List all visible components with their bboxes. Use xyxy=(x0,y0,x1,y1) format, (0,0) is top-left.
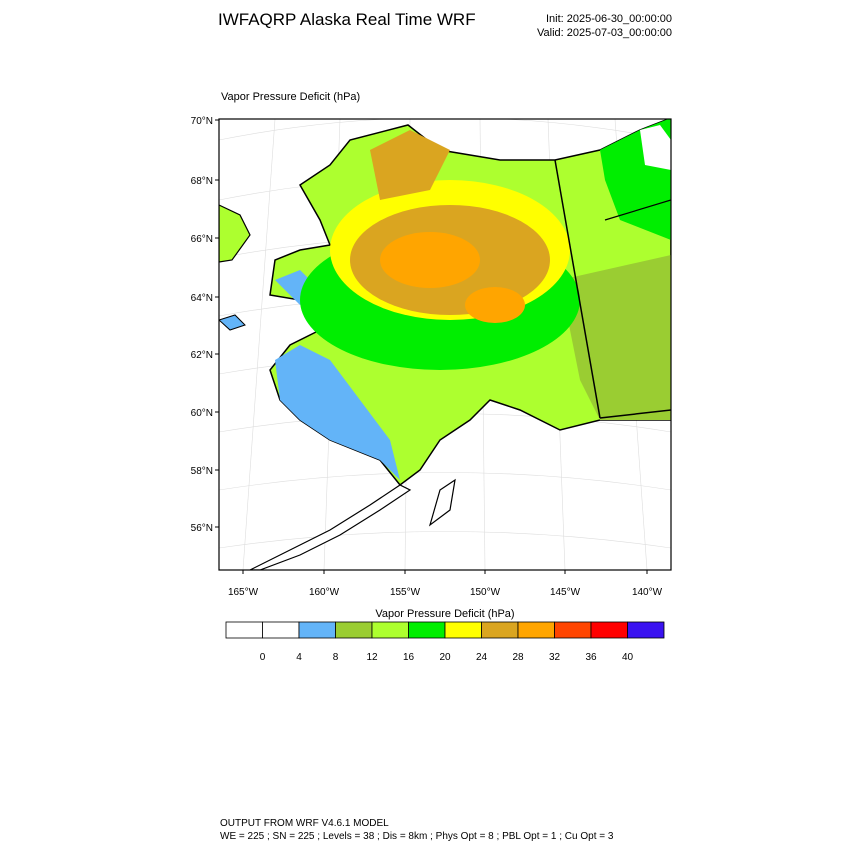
colorbar-box xyxy=(444,621,482,639)
init-time: Init: 2025-06-30_00:00:00 xyxy=(546,13,672,25)
colorbar-box xyxy=(371,621,409,639)
colorbar-label: 28 xyxy=(512,652,524,663)
colorbar-title: Vapor Pressure Deficit (hPa) xyxy=(375,608,514,620)
lat-label: 58°N xyxy=(191,466,213,477)
colorbar-box xyxy=(225,621,263,639)
colorbar-box xyxy=(262,621,300,639)
lat-label: 64°N xyxy=(191,293,213,304)
colorbar-box xyxy=(408,621,446,639)
colorbar-box xyxy=(481,621,519,639)
lon-label: 155°W xyxy=(390,587,421,598)
colorbar-label: 24 xyxy=(476,652,488,663)
footer-line: OUTPUT FROM WRF V4.6.1 MODEL xyxy=(220,818,389,829)
lat-label: 62°N xyxy=(191,350,213,361)
lon-label: 165°W xyxy=(228,587,259,598)
lat-labels: 70°N 68°N 66°N 64°N 62°N 60°N 58°N 56°N xyxy=(191,116,219,534)
colorbar-label: 40 xyxy=(622,652,634,663)
lon-label: 160°W xyxy=(309,587,340,598)
colorbar-label: 12 xyxy=(366,652,378,663)
colorbar-label: 16 xyxy=(403,652,415,663)
map xyxy=(219,119,671,570)
colorbar-box xyxy=(298,621,336,639)
colorbar-label: 8 xyxy=(333,652,339,663)
valid-time: Valid: 2025-07-03_00:00:00 xyxy=(537,27,672,39)
lat-label: 68°N xyxy=(191,176,213,187)
colorbar-label: 32 xyxy=(549,652,561,663)
colorbar-box xyxy=(335,621,373,639)
lat-label: 70°N xyxy=(191,116,213,127)
colorbar-box xyxy=(517,621,555,639)
colorbar-box xyxy=(590,621,628,639)
lat-label: 60°N xyxy=(191,408,213,419)
lon-label: 140°W xyxy=(632,587,663,598)
map-subtitle: Vapor Pressure Deficit (hPa) xyxy=(221,91,360,103)
colorbar-label: 4 xyxy=(296,652,302,663)
lat-label: 66°N xyxy=(191,234,213,245)
colorbar-label: 0 xyxy=(260,652,266,663)
colorbar-label: 36 xyxy=(585,652,597,663)
colorbar-label: 20 xyxy=(439,652,451,663)
map-frame xyxy=(218,118,672,571)
colorbar-box xyxy=(554,621,592,639)
lon-label: 145°W xyxy=(550,587,581,598)
footer-line: WE = 225 ; SN = 225 ; Levels = 38 ; Dis … xyxy=(220,831,614,842)
lat-label: 56°N xyxy=(191,523,213,534)
lon-labels: 165°W 160°W 155°W 150°W 145°W 140°W xyxy=(228,570,663,598)
colorbar-box xyxy=(627,621,665,639)
title: IWFAQRP Alaska Real Time WRF xyxy=(218,10,476,29)
lon-label: 150°W xyxy=(470,587,501,598)
colorbar: 0 4 8 12 16 20 24 28 32 36 40 xyxy=(225,621,665,663)
